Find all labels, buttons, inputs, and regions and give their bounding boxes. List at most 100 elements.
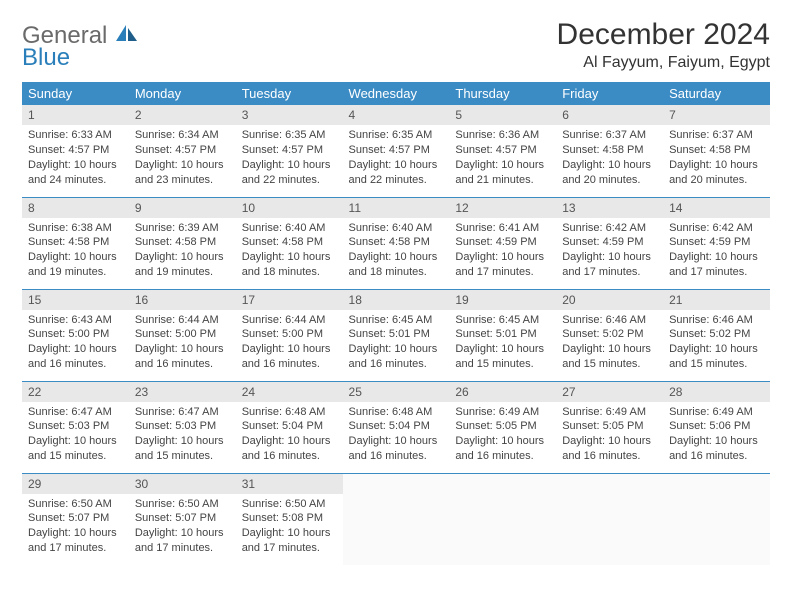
day-day1: Daylight: 10 hours [242,158,337,173]
day-sunrise: Sunrise: 6:46 AM [669,313,764,328]
day-info: Sunrise: 6:39 AMSunset: 4:58 PMDaylight:… [129,218,236,286]
day-sunrise: Sunrise: 6:33 AM [28,128,123,143]
day-number: 30 [129,474,236,494]
day-day1: Daylight: 10 hours [135,526,230,541]
day-sunset: Sunset: 5:07 PM [135,511,230,526]
day-day1: Daylight: 10 hours [242,342,337,357]
calendar-cell: 17Sunrise: 6:44 AMSunset: 5:00 PMDayligh… [236,289,343,381]
day-sunset: Sunset: 4:58 PM [242,235,337,250]
day-number: 6 [556,105,663,125]
day-sunset: Sunset: 4:58 PM [28,235,123,250]
day-sunrise: Sunrise: 6:36 AM [455,128,550,143]
day-sunrise: Sunrise: 6:49 AM [562,405,657,420]
day-sunrise: Sunrise: 6:34 AM [135,128,230,143]
page-header: General Blue December 2024 Al Fayyum, Fa… [22,18,770,72]
calendar-cell: 26Sunrise: 6:49 AMSunset: 5:05 PMDayligh… [449,381,556,473]
day-day1: Daylight: 10 hours [28,158,123,173]
day-sunrise: Sunrise: 6:42 AM [669,221,764,236]
day-info: Sunrise: 6:47 AMSunset: 5:03 PMDaylight:… [129,402,236,470]
day-sunset: Sunset: 4:59 PM [562,235,657,250]
day-info: Sunrise: 6:35 AMSunset: 4:57 PMDaylight:… [343,125,450,193]
day-sunrise: Sunrise: 6:35 AM [349,128,444,143]
day-day2: and 18 minutes. [349,265,444,280]
day-info: Sunrise: 6:44 AMSunset: 5:00 PMDaylight:… [129,310,236,378]
day-sunset: Sunset: 5:02 PM [562,327,657,342]
day-day1: Daylight: 10 hours [669,250,764,265]
calendar-cell: 14Sunrise: 6:42 AMSunset: 4:59 PMDayligh… [663,197,770,289]
day-sunset: Sunset: 5:01 PM [455,327,550,342]
day-day2: and 16 minutes. [455,449,550,464]
calendar-cell: 1Sunrise: 6:33 AMSunset: 4:57 PMDaylight… [22,105,129,197]
day-day2: and 16 minutes. [242,357,337,372]
day-day1: Daylight: 10 hours [669,342,764,357]
calendar-cell: 30 Sunrise: 6:50 AMSunset: 5:07 PMDayligh… [129,473,236,565]
day-info: Sunrise: 6:42 AMSunset: 4:59 PMDaylight:… [663,218,770,286]
day-day1: Daylight: 10 hours [455,434,550,449]
day-sunset: Sunset: 4:59 PM [669,235,764,250]
title-block: December 2024 Al Fayyum, Faiyum, Egypt [557,18,770,72]
day-sunset: Sunset: 4:58 PM [562,143,657,158]
day-day2: and 15 minutes. [455,357,550,372]
calendar-cell: 23Sunrise: 6:47 AMSunset: 5:03 PMDayligh… [129,381,236,473]
day-day1: Daylight: 10 hours [562,158,657,173]
day-sunset: Sunset: 5:00 PM [28,327,123,342]
calendar-cell: 9Sunrise: 6:39 AMSunset: 4:58 PMDaylight… [129,197,236,289]
day-sunset: Sunset: 4:57 PM [135,143,230,158]
day-sunset: Sunset: 5:04 PM [242,419,337,434]
calendar-cell: 21Sunrise: 6:46 AMSunset: 5:02 PMDayligh… [663,289,770,381]
day-number: 23 [129,382,236,402]
day-sunrise: Sunrise: 6:46 AM [562,313,657,328]
day-info: Sunrise: 6:38 AMSunset: 4:58 PMDaylight:… [22,218,129,286]
day-day2: and 17 minutes. [669,265,764,280]
day-day1: Daylight: 10 hours [562,434,657,449]
day-sunset: Sunset: 5:00 PM [242,327,337,342]
day-sunset: Sunset: 4:57 PM [28,143,123,158]
day-info: Sunrise: 6:40 AMSunset: 4:58 PMDaylight:… [343,218,450,286]
calendar-cell: 18Sunrise: 6:45 AMSunset: 5:01 PMDayligh… [343,289,450,381]
day-sunset: Sunset: 4:57 PM [242,143,337,158]
day-day2: and 15 minutes. [562,357,657,372]
calendar-cell: 8Sunrise: 6:38 AMSunset: 4:58 PMDaylight… [22,197,129,289]
day-info: Sunrise: 6:37 AMSunset: 4:58 PMDaylight:… [556,125,663,193]
day-day2: and 16 minutes. [135,357,230,372]
day-sunrise: Sunrise: 6:49 AM [455,405,550,420]
day-number: 8 [22,198,129,218]
day-sunset: Sunset: 4:59 PM [455,235,550,250]
day-info: Sunrise: 6:48 AMSunset: 5:04 PMDaylight:… [236,402,343,470]
calendar-week: 8Sunrise: 6:38 AMSunset: 4:58 PMDaylight… [22,197,770,289]
day-info: Sunrise: 6:49 AMSunset: 5:05 PMDaylight:… [449,402,556,470]
day-sunrise: Sunrise: 6:40 AM [349,221,444,236]
day-sunrise: Sunrise: 6:50 AM [28,497,123,512]
calendar-cell: 4Sunrise: 6:35 AMSunset: 4:57 PMDaylight… [343,105,450,197]
day-number: 21 [663,290,770,310]
calendar-cell: 22Sunrise: 6:47 AMSunset: 5:03 PMDayligh… [22,381,129,473]
day-number: 2 [129,105,236,125]
day-day2: and 16 minutes. [669,449,764,464]
day-number: 9 [129,198,236,218]
calendar-week: 22Sunrise: 6:47 AMSunset: 5:03 PMDayligh… [22,381,770,473]
calendar-cell: 12Sunrise: 6:41 AMSunset: 4:59 PMDayligh… [449,197,556,289]
day-sunrise: Sunrise: 6:37 AM [669,128,764,143]
calendar-cell: 15Sunrise: 6:43 AMSunset: 5:00 PMDayligh… [22,289,129,381]
day-number: 24 [236,382,343,402]
day-sunrise: Sunrise: 6:45 AM [455,313,550,328]
day-number: 15 [22,290,129,310]
day-info: Sunrise: 6:50 AMSunset: 5:07 PMDaylight:… [22,494,129,562]
day-day1: Daylight: 10 hours [455,342,550,357]
calendar-cell: 27Sunrise: 6:49 AMSunset: 5:05 PMDayligh… [556,381,663,473]
day-sunset: Sunset: 4:57 PM [349,143,444,158]
day-number: 29 [22,474,129,494]
day-day1: Daylight: 10 hours [135,342,230,357]
day-sunset: Sunset: 5:01 PM [349,327,444,342]
calendar-cell: 20Sunrise: 6:46 AMSunset: 5:02 PMDayligh… [556,289,663,381]
day-day2: and 20 minutes. [562,173,657,188]
day-sunrise: Sunrise: 6:45 AM [349,313,444,328]
day-number: 25 [343,382,450,402]
day-sunrise: Sunrise: 6:50 AM [135,497,230,512]
day-day1: Daylight: 10 hours [135,434,230,449]
day-info: Sunrise: 6:48 AMSunset: 5:04 PMDaylight:… [343,402,450,470]
day-number: 17 [236,290,343,310]
day-day1: Daylight: 10 hours [562,250,657,265]
day-number: 31 [236,474,343,494]
day-day2: and 21 minutes. [455,173,550,188]
